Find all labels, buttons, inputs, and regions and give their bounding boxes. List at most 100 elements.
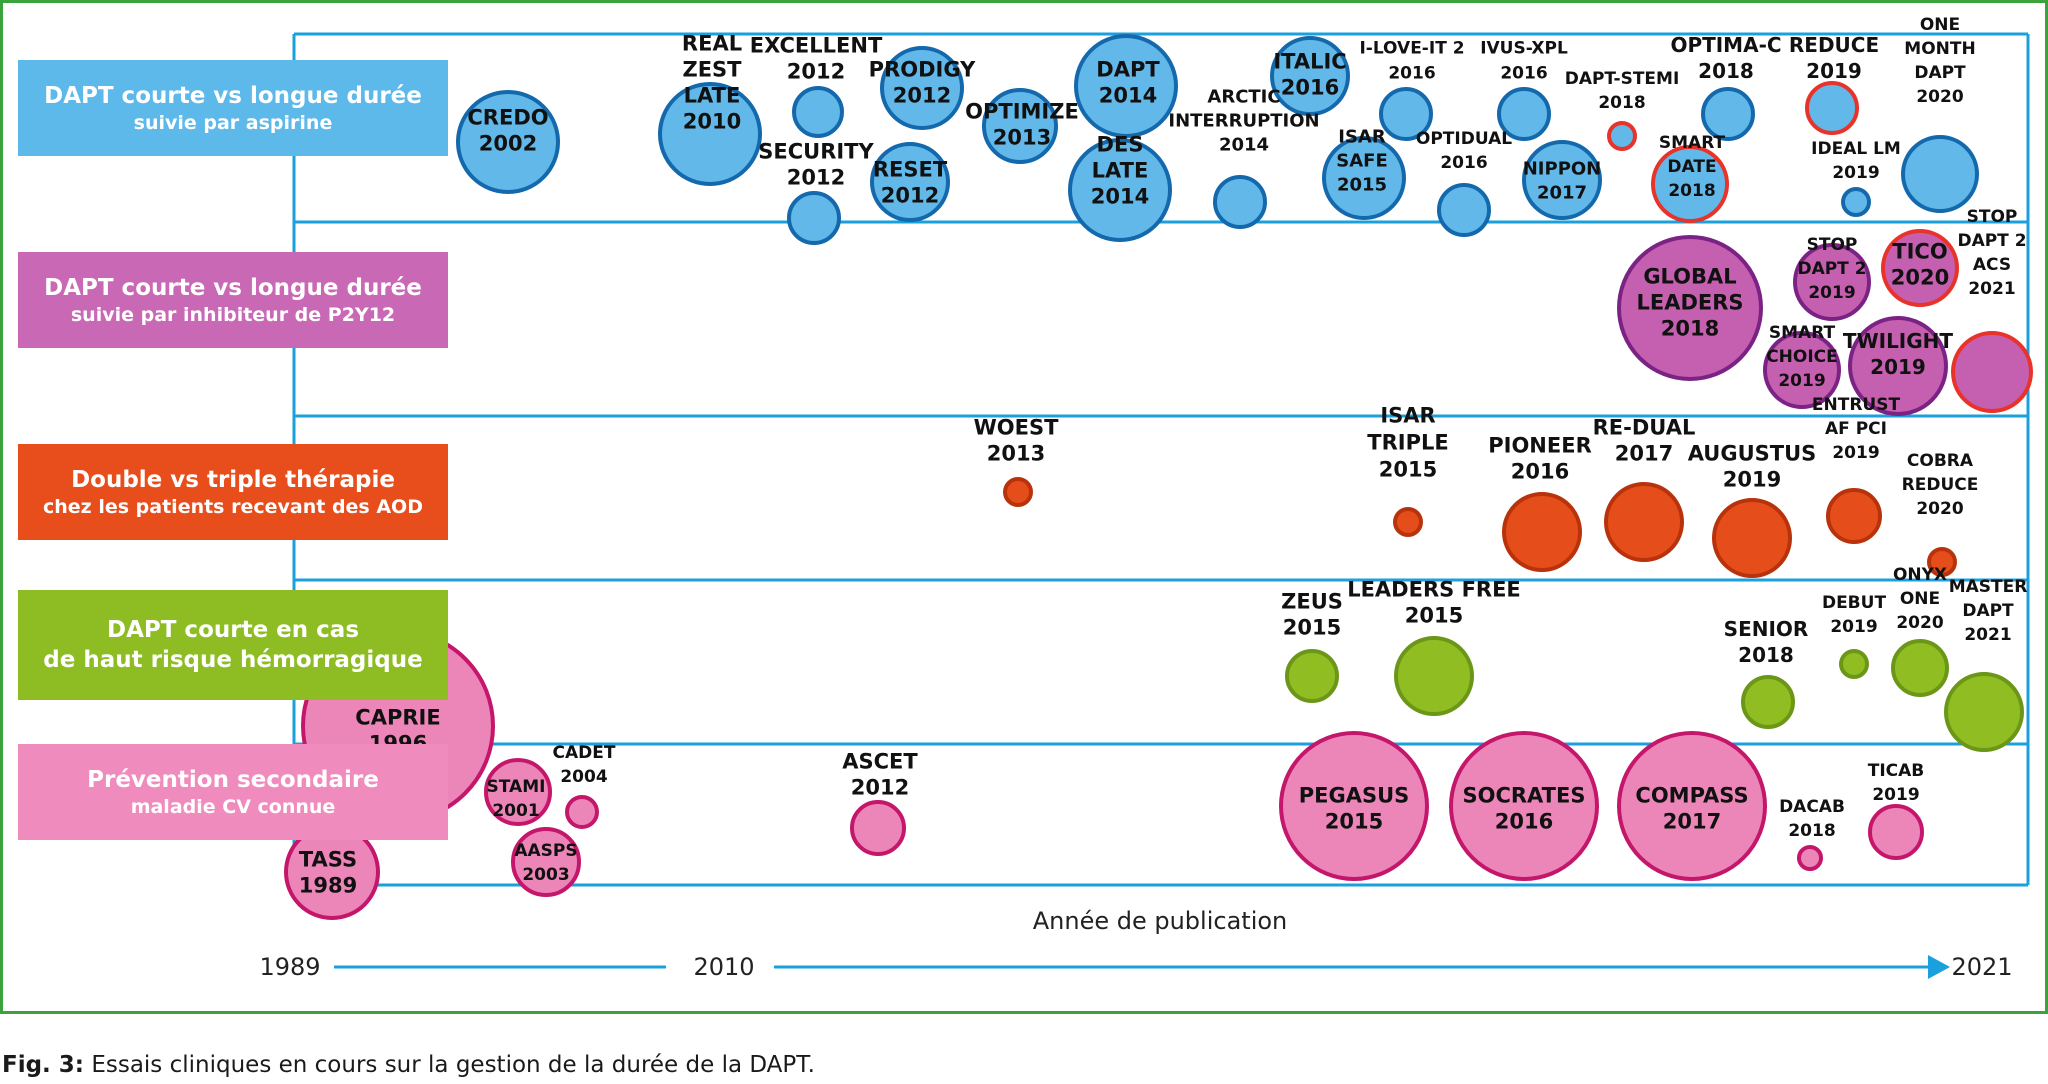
trial-label: DAPT 2014 (1096, 58, 1160, 108)
trial-bubble-dapt-stemi (1607, 121, 1637, 151)
trial-label-line: ISAR (1338, 126, 1386, 147)
trial-label: EXCELLENT 2012 (750, 34, 883, 84)
trial-label-line: OPTIMA-C (1670, 33, 1781, 57)
trial-label-line: 2013 (993, 126, 1051, 150)
trial-label-line: DEBUT (1822, 593, 1886, 613)
trial-bubble-entrust-af-pci (1826, 488, 1882, 544)
trial-label: MASTER DAPT 2021 (1949, 577, 2028, 645)
trial-bubble-cobra-reduce (1927, 547, 1957, 577)
trial-bubble-credo (456, 90, 560, 194)
trial-label-line: IVUS-XPL (1480, 39, 1568, 59)
trial-label: SOCRATES 2016 (1463, 784, 1586, 834)
trial-label: PIONEER 2016 (1488, 434, 1592, 484)
trial-label-line: SAFE (1336, 150, 1388, 171)
trial-bubble-ticab (1868, 804, 1924, 860)
trial-label: OPTIMA-C 2018 (1670, 33, 1781, 83)
category-label-purple: DAPT courte vs longue durée suivie par in… (18, 252, 448, 348)
trial-bubble-isar-safe (1322, 136, 1406, 220)
trial-label-line: 2014 (1091, 185, 1149, 209)
trial-bubble-dacab (1797, 845, 1823, 871)
trial-label-line: 2020 (1916, 499, 1963, 519)
trial-label-line: 2012 (787, 166, 845, 190)
trial-label-line: ONE (1920, 15, 1960, 35)
trial-label-line: 2018 (1661, 317, 1719, 341)
trial-bubble-twilight (1848, 316, 1948, 416)
trial-label-line: 2013 (987, 442, 1045, 466)
trial-label-line: STAMI (487, 777, 546, 797)
trial-label-line: TRIPLE (1367, 431, 1448, 455)
trial-label-line: 1989 (299, 874, 357, 898)
trial-label-line: COMPASS (1635, 784, 1748, 808)
trial-label: CADET 2004 (553, 743, 616, 787)
trial-label-line: SMART (1769, 323, 1836, 343)
caption-text: Essais cliniques en cours sur la gestion… (84, 1052, 815, 1078)
axis-start-year: 1989 (259, 953, 320, 981)
trial-label-line: 2001 (492, 801, 539, 821)
trial-label-line: DAPT-STEMI (1565, 69, 1680, 89)
category-subtitle: suivie par inhibiteur de P2Y12 (70, 303, 396, 326)
trial-label-line: 2019 (1870, 355, 1926, 379)
trial-label-line: STOP (1807, 235, 1858, 255)
category-subtitle: chez les patients recevant des AOD (43, 495, 423, 518)
trial-label-line: ITALIC (1273, 50, 1346, 74)
trial-bubble-compass (1617, 731, 1767, 881)
trial-label: PRODIGY 2012 (869, 58, 976, 108)
trial-label-line: 2019 (1830, 617, 1877, 637)
trial-label: REAL ZEST LATE 2010 (682, 32, 742, 134)
trial-label-line: 2012 (893, 84, 951, 108)
trial-label: ISAR TRIPLE 2015 (1367, 404, 1448, 482)
trial-bubble-ivus-xpl (1497, 87, 1551, 141)
trial-bubble-des-late (1068, 138, 1172, 242)
trial-bubble-augustus (1712, 498, 1792, 578)
trial-label-line: TICAB (1868, 761, 1925, 781)
trial-label: I-LOVE-IT 2 2016 (1359, 39, 1464, 84)
trial-label-line: COBRA (1907, 451, 1974, 471)
trial-label-line: MASTER (1949, 577, 2028, 597)
trial-label-line: TWILIGHT (1843, 329, 1953, 353)
trial-bubble-smart-date (1651, 145, 1729, 223)
trial-label-line: 2017 (1537, 182, 1587, 203)
trial-label: AUGUSTUS 2019 (1688, 442, 1817, 492)
trial-label-line: CHOICE (1766, 347, 1838, 367)
trial-label-line: CADET (553, 743, 616, 763)
trial-label-line: 2012 (851, 776, 909, 800)
trial-bubble-italic (1270, 36, 1350, 116)
trial-bubble-socrates (1449, 731, 1599, 881)
trial-label-line: OPTIMIZE (965, 100, 1079, 124)
trial-label-line: REDUCE (1902, 475, 1979, 495)
trial-label-line: RE-DUAL (1593, 416, 1696, 440)
category-label-green: DAPT courte en cas de haut risque hémorra… (18, 590, 448, 700)
trial-bubble-cadet (565, 795, 599, 829)
trial-label-line: 2003 (522, 865, 569, 885)
trial-label-line: 2016 (1500, 64, 1547, 84)
trial-label-line: LATE (684, 84, 741, 108)
trial-label-line: 2021 (1968, 279, 2015, 299)
axis-end-year: 2021 (1951, 953, 2012, 981)
trial-label: RE-DUAL 2017 (1593, 416, 1696, 466)
trial-label-line: TASS (299, 848, 357, 872)
trial-label-line: 2019 (1806, 59, 1862, 83)
trial-label-line: DAPT (1962, 601, 2014, 621)
trial-label-line: 2018 (1668, 181, 1715, 201)
trial-label-line: 2016 (1281, 76, 1339, 100)
trial-bubble-stop-dapt-2 (1793, 243, 1871, 321)
trial-bubble-security (787, 191, 841, 245)
trial-label: IVUS-XPL 2016 (1480, 39, 1568, 84)
trial-label-line: 2016 (1511, 460, 1569, 484)
trial-label-line: LATE (1092, 159, 1149, 183)
trial-label-line: RESET (873, 158, 948, 182)
row-grid (292, 32, 2030, 887)
trial-label-line: 2002 (479, 132, 537, 156)
x-axis-title: Année de publication (1033, 907, 1288, 935)
category-title: DAPT courte en cas (106, 617, 360, 643)
category-label-blue: DAPT courte vs longue durée suivie par as… (18, 60, 448, 156)
trial-label-line: SECURITY (758, 140, 874, 164)
trial-label-line: SMART (1659, 133, 1726, 153)
trial-label-line: ZEST (682, 58, 742, 82)
trial-label: SENIOR 2018 (1724, 617, 1809, 667)
trial-label-line: 2017 (1663, 810, 1721, 834)
trial-label-line: 2016 (1440, 153, 1487, 173)
trial-label-line: LEADERS FREE (1347, 578, 1521, 602)
